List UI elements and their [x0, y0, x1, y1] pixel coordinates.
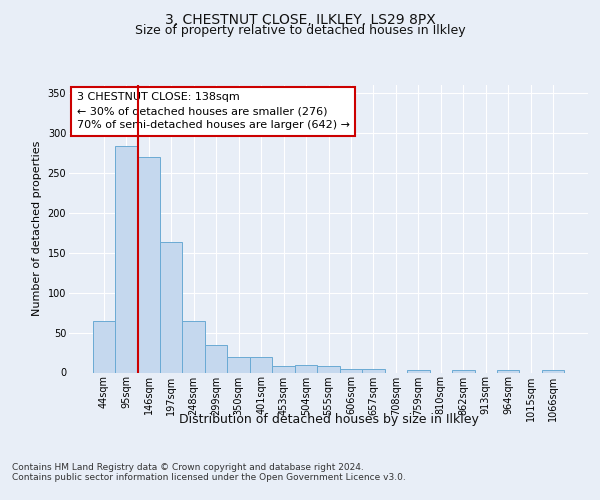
- Text: Distribution of detached houses by size in Ilkley: Distribution of detached houses by size …: [179, 412, 479, 426]
- Bar: [160, 242, 182, 372]
- Bar: [340, 368, 362, 372]
- Bar: [497, 370, 520, 372]
- Bar: [205, 344, 227, 372]
- Bar: [92, 320, 115, 372]
- Text: Contains HM Land Registry data © Crown copyright and database right 2024.
Contai: Contains HM Land Registry data © Crown c…: [12, 462, 406, 482]
- Bar: [182, 320, 205, 372]
- Y-axis label: Number of detached properties: Number of detached properties: [32, 141, 42, 316]
- Bar: [362, 370, 385, 372]
- Text: 3, CHESTNUT CLOSE, ILKLEY, LS29 8PX: 3, CHESTNUT CLOSE, ILKLEY, LS29 8PX: [164, 12, 436, 26]
- Bar: [295, 366, 317, 372]
- Bar: [250, 356, 272, 372]
- Bar: [542, 370, 565, 372]
- Bar: [452, 370, 475, 372]
- Bar: [137, 157, 160, 372]
- Bar: [272, 366, 295, 372]
- Bar: [407, 370, 430, 372]
- Bar: [227, 356, 250, 372]
- Text: Size of property relative to detached houses in Ilkley: Size of property relative to detached ho…: [134, 24, 466, 37]
- Text: 3 CHESTNUT CLOSE: 138sqm
← 30% of detached houses are smaller (276)
70% of semi-: 3 CHESTNUT CLOSE: 138sqm ← 30% of detach…: [77, 92, 350, 130]
- Bar: [115, 146, 137, 372]
- Bar: [317, 366, 340, 372]
